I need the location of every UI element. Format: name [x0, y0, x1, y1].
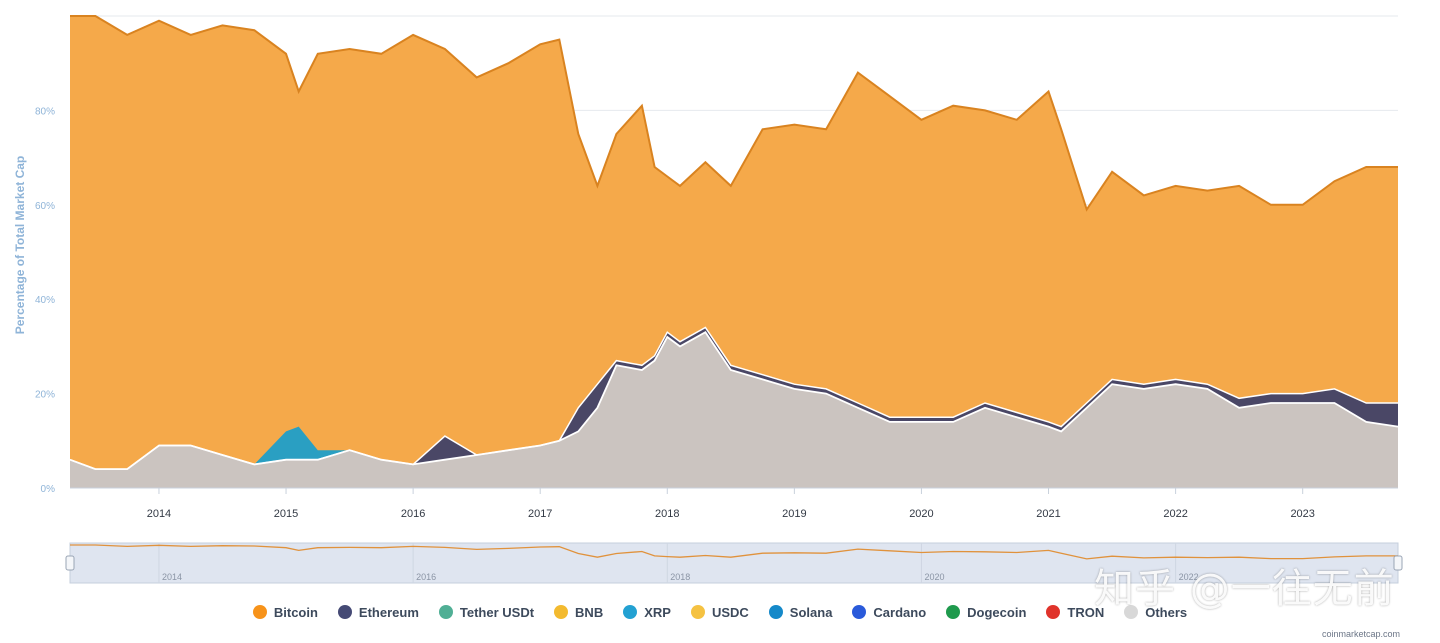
legend-label: Tether USDt [459, 604, 535, 620]
navigator-series-line [70, 544, 1398, 560]
legend: Bitcoin Ethereum Tether USDt BNB XRP USDC Sola… [0, 600, 1440, 624]
legend-marker [768, 605, 783, 619]
series-bitcoin-line [70, 15, 1398, 212]
y-tick-label: 20% [35, 390, 55, 401]
legend-item-xrp[interactable]: XRP [623, 605, 671, 620]
x-tick-label: 2017 [528, 508, 552, 520]
x-tick-label: 2022 [1163, 508, 1187, 520]
legend-label: BNB [575, 604, 604, 620]
legend-label: TRON [1067, 604, 1105, 620]
x-tick-label: 2016 [401, 508, 425, 520]
y-axis-title: Percentage of Total Market Cap [13, 156, 27, 335]
navigator-right-handle[interactable] [1393, 555, 1403, 571]
legend-item-dogecoin[interactable]: Dogecoin [946, 605, 1026, 620]
legend-item-tether-usdt[interactable]: Tether USDt [438, 604, 535, 620]
navigator-tick-label: 2020 [924, 572, 944, 582]
y-tick-label: 60% [35, 201, 55, 212]
legend-marker [337, 605, 352, 619]
x-tick-label: 2015 [274, 508, 298, 520]
legend-marker [1046, 605, 1061, 619]
legend-item-bnb[interactable]: BNB [554, 605, 603, 620]
legend-label: Cardano [873, 604, 927, 620]
area-series[interactable] [69, 15, 1399, 488]
legend-marker [690, 605, 705, 619]
navigator-tick-label: 2016 [416, 572, 436, 582]
legend-label: USDC [711, 604, 749, 620]
legend-item-solana[interactable]: Solana [768, 604, 833, 620]
legend-marker [438, 605, 453, 619]
legend-label: Others [1145, 604, 1188, 620]
y-axis: 0% 20% 40% 60% 80% [35, 106, 55, 495]
navigator-window[interactable] [69, 542, 1399, 584]
series-others-area[interactable] [70, 332, 1398, 488]
x-tick-label: 2014 [147, 508, 171, 520]
legend-marker [554, 605, 569, 619]
y-tick-label: 80% [35, 106, 55, 117]
series-bitcoin-area[interactable] [70, 16, 1398, 470]
x-tick-label: 2020 [909, 508, 933, 520]
legend-item-bitcoin[interactable]: Bitcoin [252, 604, 318, 620]
x-tick-label: 2023 [1290, 508, 1314, 520]
legend-marker [623, 605, 638, 619]
x-axis: 2014 2015 2016 2017 2018 2019 2020 2021 2022 2023 [70, 487, 1398, 520]
series-others-line [69, 331, 1399, 470]
range-navigator[interactable]: 2014 2016 2018 2020 2022 [65, 542, 1403, 584]
x-tick-label: 2021 [1036, 508, 1060, 520]
y-tick-label: 0% [41, 484, 56, 495]
legend-label: Dogecoin [967, 604, 1027, 620]
navigator-tick-label: 2018 [670, 572, 690, 582]
legend-label: Ethereum [358, 604, 419, 620]
watermark-text: 知乎 @一往无前 [1094, 566, 1395, 612]
navigator-left-handle[interactable] [65, 555, 75, 571]
y-tick-label: 40% [35, 295, 55, 306]
navigator-tick-label: 2014 [162, 572, 182, 582]
legend-label: XRP [644, 604, 671, 620]
legend-item-tron[interactable]: TRON [1046, 605, 1104, 620]
legend-item-ethereum[interactable]: Ethereum [337, 604, 419, 620]
x-tick-label: 2019 [782, 508, 806, 520]
legend-label: Bitcoin [273, 604, 318, 620]
legend-item-cardano[interactable]: Cardano [852, 605, 926, 620]
navigator-tick-label: 2022 [1179, 572, 1199, 582]
legend-marker [252, 605, 267, 619]
legend-item-others[interactable]: Others [1124, 605, 1187, 620]
source-credit[interactable]: coinmarketcap.com [1321, 629, 1400, 639]
legend-label: Solana [789, 604, 833, 620]
legend-marker [946, 605, 961, 619]
legend-marker [852, 605, 867, 619]
x-tick-label: 2018 [655, 508, 679, 520]
legend-item-usdc[interactable]: USDC [690, 604, 749, 620]
legend-marker [1124, 605, 1139, 619]
